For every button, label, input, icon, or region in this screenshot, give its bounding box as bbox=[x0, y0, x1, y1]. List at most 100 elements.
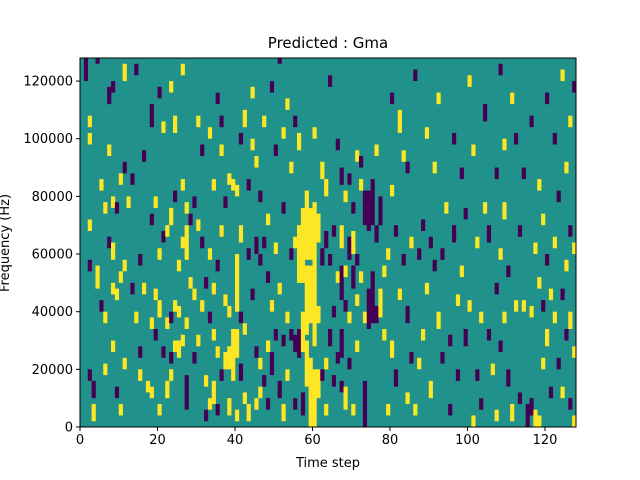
heatmap-cell bbox=[122, 161, 127, 174]
heatmap-cell bbox=[300, 207, 306, 283]
heatmap-cell bbox=[374, 225, 379, 243]
heatmap-cell bbox=[99, 300, 104, 312]
y-axis: 0 20000 40000 60000 80000 100000 120000 bbox=[23, 75, 80, 436]
heatmap-cell bbox=[417, 357, 422, 370]
heatmap-cell bbox=[204, 409, 209, 422]
heatmap-cell bbox=[231, 340, 236, 381]
heatmap-cell bbox=[192, 352, 197, 364]
heatmap-cell bbox=[533, 409, 538, 427]
plot-frame bbox=[79, 57, 577, 428]
y-tick-label: 120000 bbox=[23, 75, 73, 90]
heatmap-cell bbox=[87, 115, 92, 128]
heatmap-cell bbox=[238, 132, 244, 145]
heatmap-cell bbox=[111, 340, 116, 353]
heatmap-cell bbox=[351, 265, 356, 289]
heatmap-cell bbox=[211, 282, 216, 295]
heatmap-cell bbox=[390, 92, 395, 105]
heatmap-cell bbox=[568, 398, 573, 410]
heatmap-cell bbox=[246, 248, 251, 260]
heatmap-cell bbox=[173, 340, 178, 353]
heatmap-cell bbox=[219, 144, 224, 157]
heatmap-cell bbox=[448, 334, 453, 347]
heatmap-cell bbox=[572, 415, 577, 427]
heatmap-cell bbox=[564, 328, 569, 341]
heatmap-cell bbox=[227, 398, 232, 416]
heatmap-cell bbox=[262, 375, 267, 387]
heatmap-cell bbox=[196, 115, 201, 128]
heatmap-cell bbox=[467, 75, 472, 87]
heatmap-cell bbox=[103, 311, 108, 324]
heatmap-cell bbox=[463, 328, 468, 347]
heatmap-cell bbox=[560, 386, 565, 399]
heatmap-cell bbox=[436, 92, 441, 105]
heatmap-cell bbox=[161, 230, 166, 243]
heatmap-cell bbox=[285, 98, 290, 110]
heatmap-cell bbox=[242, 392, 247, 404]
heatmap-cell bbox=[207, 127, 213, 139]
heatmap-cell bbox=[215, 92, 220, 105]
heatmap-cell bbox=[165, 380, 170, 399]
heatmap-cell bbox=[343, 190, 348, 203]
heatmap-cell bbox=[510, 403, 515, 422]
heatmap-cell bbox=[409, 352, 414, 364]
heatmap-cell bbox=[498, 248, 503, 260]
heatmap-cell bbox=[223, 294, 228, 306]
heatmap-cell bbox=[452, 132, 457, 145]
heatmap-cell bbox=[258, 357, 263, 370]
heatmap-cell bbox=[238, 363, 244, 381]
heatmap-cell bbox=[254, 156, 259, 168]
heatmap-cell bbox=[235, 328, 240, 358]
heatmap-cell bbox=[335, 352, 340, 364]
heatmap-cell bbox=[87, 219, 92, 231]
heatmap-cells bbox=[83, 58, 577, 427]
heatmap-cell bbox=[405, 305, 410, 324]
heatmap-cell bbox=[269, 352, 275, 376]
heatmap-cell bbox=[393, 225, 399, 237]
heatmap-cell bbox=[223, 352, 228, 370]
heatmap-cell bbox=[304, 265, 309, 335]
heatmap-cell bbox=[122, 357, 127, 370]
heatmap-cell bbox=[320, 369, 325, 381]
heatmap-cell bbox=[142, 282, 147, 295]
heatmap-cell bbox=[281, 202, 286, 214]
heatmap-cell bbox=[324, 357, 329, 370]
heatmap-cell bbox=[347, 357, 352, 370]
x-axis: 0 20 40 60 80 100 120 bbox=[76, 427, 557, 448]
heatmap-cell bbox=[320, 161, 325, 180]
heatmap-cell bbox=[483, 104, 488, 122]
heatmap-cell bbox=[200, 236, 205, 249]
heatmap-cell bbox=[316, 369, 321, 399]
heatmap-cell bbox=[149, 386, 154, 399]
heatmap-cell bbox=[351, 403, 356, 416]
heatmap-cell bbox=[219, 225, 224, 237]
y-tick-label: 40000 bbox=[32, 305, 73, 320]
heatmap-cell bbox=[479, 311, 484, 324]
heatmap-cell bbox=[153, 288, 158, 301]
heatmap-cell bbox=[281, 403, 286, 422]
heatmap-cell bbox=[273, 242, 278, 255]
heatmap-cell bbox=[401, 254, 406, 266]
heatmap-cell bbox=[339, 167, 344, 185]
heatmap-cell bbox=[250, 86, 255, 99]
heatmap-cell bbox=[351, 202, 356, 214]
heatmap-cell bbox=[510, 92, 515, 105]
heatmap-cell bbox=[475, 236, 480, 249]
heatmap-cell bbox=[99, 179, 104, 191]
heatmap-cell bbox=[529, 305, 534, 318]
heatmap-cell bbox=[397, 109, 402, 133]
heatmap-cell bbox=[169, 311, 174, 324]
heatmap-cell bbox=[552, 236, 557, 249]
heatmap-cell bbox=[114, 288, 120, 301]
heatmap-cell bbox=[428, 380, 433, 399]
heatmap-cell bbox=[308, 357, 313, 427]
heatmap-cell bbox=[281, 127, 286, 139]
heatmap-cell bbox=[359, 271, 364, 283]
heatmap-cell bbox=[362, 311, 368, 324]
heatmap-cell bbox=[304, 190, 309, 260]
heatmap-cell bbox=[556, 190, 561, 203]
heatmap-cell bbox=[320, 248, 325, 266]
heatmap-cell bbox=[537, 179, 542, 191]
heatmap-cell bbox=[545, 328, 550, 347]
heatmap-cell bbox=[293, 236, 298, 249]
